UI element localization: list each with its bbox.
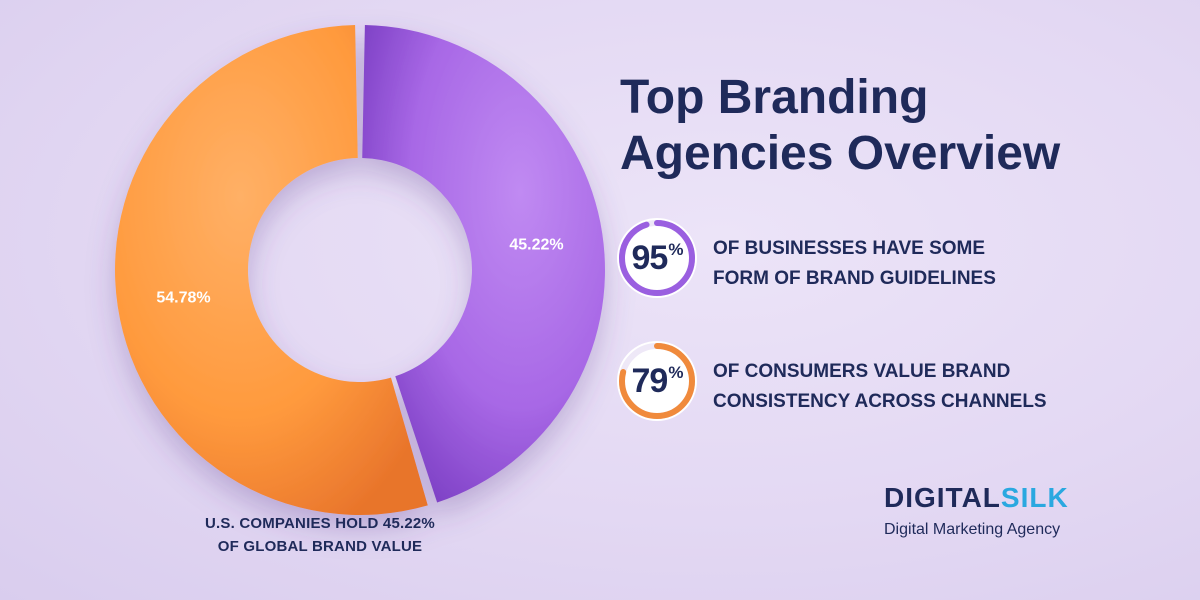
title-line-1: Top Branding — [620, 71, 929, 124]
stat-business-guidelines: 95% OF BUSINESSES HAVE SOME FORM OF BRAN… — [612, 213, 1192, 303]
stat-unit: % — [668, 363, 683, 382]
donut-slice-orange — [114, 25, 428, 516]
stat-description: OF CONSUMERS VALUE BRAND CONSISTENCY ACR… — [713, 357, 1183, 417]
stat-line-1: OF BUSINESSES HAVE SOME — [713, 238, 986, 259]
stat-description: OF BUSINESSES HAVE SOME FORM OF BRAND GU… — [713, 234, 1183, 294]
stat-value: 79% — [612, 336, 702, 426]
progress-ring-icon — [617, 218, 697, 298]
slice-label: 45.22% — [509, 236, 563, 253]
stat-number: 79 — [631, 361, 669, 400]
stat-line-1: OF CONSUMERS VALUE BRAND — [713, 361, 1011, 382]
stat-consumer-consistency: 79% OF CONSUMERS VALUE BRAND CONSISTENCY… — [612, 336, 1192, 426]
stat-line-2: CONSISTENCY ACROSS CHANNELS — [713, 391, 1047, 412]
page-title: Top Branding Agencies Overview — [620, 70, 1180, 182]
logo-tagline: Digital Marketing Agency — [884, 521, 1061, 538]
caption-line-1: U.S. COMPANIES HOLD 45.22% — [205, 515, 435, 532]
logo-word-digital: DIGITAL — [884, 482, 1001, 513]
stat-unit: % — [668, 240, 683, 259]
logo-word-silk: SILK — [1000, 482, 1069, 513]
title-line-2: Agencies Overview — [620, 127, 1061, 180]
caption-line-2: OF GLOBAL BRAND VALUE — [217, 538, 423, 555]
stat-value: 95% — [612, 213, 702, 303]
stat-number: 95 — [631, 238, 669, 277]
stat-line-2: FORM OF BRAND GUIDELINES — [713, 268, 996, 289]
logo-wordmark: DIGITALSILK — [884, 483, 1094, 513]
chart-caption: U.S. COMPANIES HOLD 45.22% OF GLOBAL BRA… — [185, 512, 455, 558]
progress-ring-icon — [617, 341, 697, 421]
digitalsilk-logo[interactable]: DIGITALSILK Digital Marketing Agency — [884, 483, 1094, 539]
slice-label: 54.78% — [156, 290, 210, 307]
donut-chart: 54.78% 45.22% — [114, 25, 605, 516]
donut-slice-purple — [362, 25, 605, 503]
